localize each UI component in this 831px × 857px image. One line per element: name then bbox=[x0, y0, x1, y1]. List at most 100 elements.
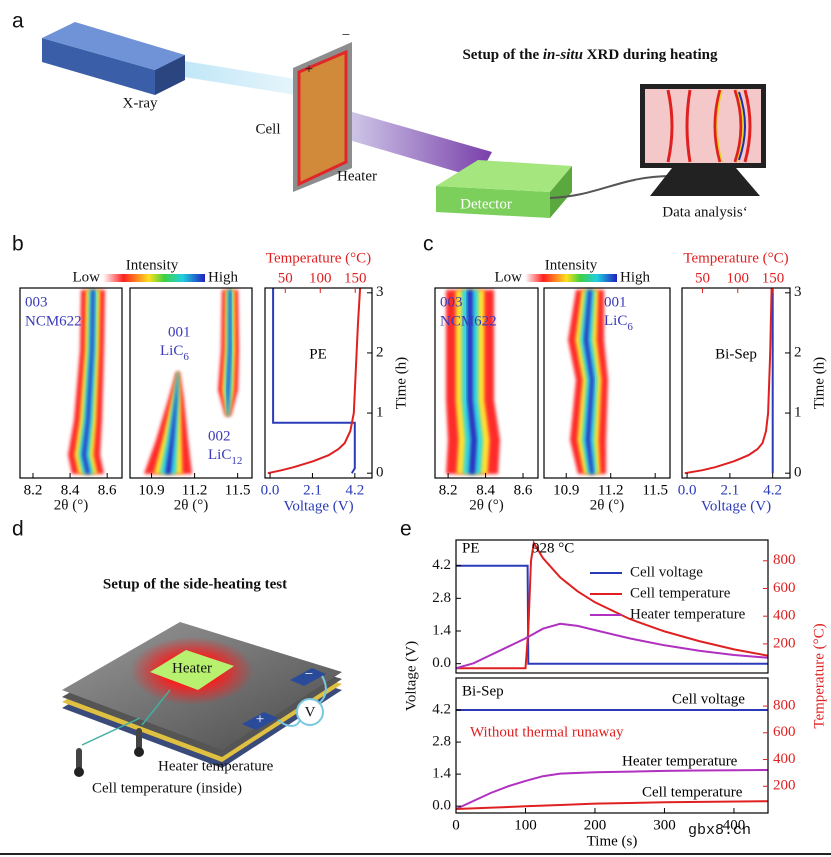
x-tick-label: 11.2 bbox=[598, 482, 624, 498]
y2-tick-label: 600 bbox=[773, 724, 796, 740]
screen-pattern bbox=[738, 91, 746, 161]
y-axis-label: Time (h) bbox=[393, 357, 409, 409]
annotation: LiC6 bbox=[160, 343, 189, 362]
y-axis-label: Voltage (V) bbox=[403, 641, 419, 711]
detector bbox=[436, 186, 550, 218]
analysis-label: Data analysis‘ bbox=[662, 204, 747, 220]
heater-pad bbox=[150, 650, 234, 690]
plot-frame bbox=[19, 287, 123, 479]
x-tick-label: 8.4 bbox=[476, 482, 495, 498]
intensity-ridge bbox=[467, 290, 478, 474]
title-part: in-situ bbox=[543, 47, 583, 63]
x-axis-label: Voltage (V) bbox=[701, 498, 771, 514]
legend-label: Heater temperature bbox=[630, 606, 746, 622]
x-tick-label: 8.6 bbox=[98, 482, 117, 498]
x-tick-label: 300 bbox=[653, 817, 676, 833]
intensity-ridge bbox=[226, 290, 232, 416]
annotation: Bi-Sep bbox=[715, 346, 757, 362]
y-axis-label: Time (h) bbox=[811, 357, 827, 409]
x2-tick-label: 150 bbox=[762, 270, 785, 286]
plot-frame bbox=[455, 539, 769, 674]
y-tick-label: 1 bbox=[794, 405, 802, 421]
y2-tick-label: 600 bbox=[773, 580, 796, 596]
x-axis-label: 2θ (°) bbox=[174, 497, 208, 513]
y-tick-label: 4.2 bbox=[432, 701, 451, 717]
series-line bbox=[455, 622, 769, 670]
plus-label: + bbox=[305, 61, 313, 77]
intensity-ridge bbox=[165, 372, 179, 474]
xray-label: X-ray bbox=[123, 95, 158, 111]
annotation: NCM622 bbox=[440, 313, 497, 329]
annotation: PE bbox=[462, 540, 480, 556]
colorbar-title: Intensity bbox=[126, 257, 179, 273]
x-axis-label: 2θ (°) bbox=[54, 497, 88, 513]
plot-frame bbox=[129, 287, 253, 479]
thermometer bbox=[136, 728, 142, 750]
annotation: 001 bbox=[604, 294, 627, 310]
legend-label: Cell voltage bbox=[630, 564, 703, 580]
x-tick-label: 11.5 bbox=[225, 482, 251, 498]
detector-top bbox=[436, 160, 572, 192]
annotation: 003 bbox=[25, 294, 48, 310]
cell-temp-label: Cell temperature (inside) bbox=[92, 780, 242, 796]
side-heating-setup: Setup of the side-heating test Heater − … bbox=[62, 576, 342, 796]
annotation: PE bbox=[309, 346, 327, 362]
panel-label: c bbox=[423, 233, 434, 256]
thermometer bbox=[76, 748, 82, 770]
x-axis-label: Time (s) bbox=[587, 833, 638, 849]
x-tick-label: 400 bbox=[723, 817, 746, 833]
y-tick-label: 2 bbox=[376, 344, 384, 360]
y2-tick-label: 400 bbox=[773, 751, 796, 767]
heater-label: Heater bbox=[337, 168, 377, 184]
annotation-sub: 6 bbox=[627, 321, 633, 333]
y-tick-label: 1.4 bbox=[432, 766, 451, 782]
annotation: 928 °C bbox=[532, 540, 574, 556]
xray-beam bbox=[178, 60, 302, 96]
x-tick-label: 8.2 bbox=[24, 482, 43, 498]
minus-label: − bbox=[342, 27, 350, 43]
x-tick-label: 10.9 bbox=[553, 482, 579, 498]
y-tick-label: 2.8 bbox=[432, 734, 451, 750]
detector-label: Detector bbox=[460, 196, 512, 212]
x-tick-label: 0.0 bbox=[261, 482, 280, 498]
y-tick-label: 0 bbox=[794, 465, 802, 481]
heater-label: Heater bbox=[172, 660, 212, 676]
x-tick-label: 4.2 bbox=[345, 482, 364, 498]
plus-label: + bbox=[256, 711, 264, 727]
legend-label: Cell temperature bbox=[630, 585, 731, 601]
screen-pattern bbox=[716, 89, 744, 163]
xrd-setup: Setup of the in-situ XRD during heating … bbox=[42, 22, 766, 220]
x-tick-label: 2.1 bbox=[303, 482, 322, 498]
series-line bbox=[455, 769, 769, 810]
y-tick-label: 0 bbox=[376, 465, 384, 481]
cell-label: Cell bbox=[256, 121, 281, 137]
plot-frame bbox=[264, 287, 373, 479]
x-tick-label: 11.2 bbox=[182, 482, 208, 498]
colorbar-title: Intensity bbox=[545, 257, 598, 273]
y2-tick-label: 800 bbox=[773, 698, 796, 714]
colorbar bbox=[525, 274, 617, 282]
plot-frame bbox=[455, 677, 769, 814]
x2-tick-label: 50 bbox=[278, 270, 293, 286]
x2-tick-label: 150 bbox=[344, 270, 367, 286]
colorbar-high: High bbox=[208, 269, 239, 285]
xray-source-top bbox=[42, 22, 185, 70]
x-tick-label: 100 bbox=[514, 817, 537, 833]
screen-pattern bbox=[666, 89, 752, 163]
thermometer bbox=[134, 747, 144, 757]
plot-frame bbox=[681, 287, 791, 479]
series-line bbox=[456, 540, 769, 670]
watermark: gbx8.cn bbox=[688, 822, 751, 839]
voltmeter-label: V bbox=[305, 704, 316, 720]
series-line bbox=[455, 800, 769, 810]
y-tick-label: 1.4 bbox=[432, 622, 451, 638]
heater-temp-label: Heater temperature bbox=[158, 758, 274, 774]
monitor-stand bbox=[650, 168, 760, 196]
annotation: 002 bbox=[208, 428, 231, 444]
colorbar-low: Low bbox=[73, 269, 101, 285]
colorbar bbox=[103, 274, 205, 282]
series-line bbox=[267, 287, 362, 475]
x-tick-label: 10.9 bbox=[138, 482, 164, 498]
y-tick-label: 3 bbox=[376, 284, 384, 300]
